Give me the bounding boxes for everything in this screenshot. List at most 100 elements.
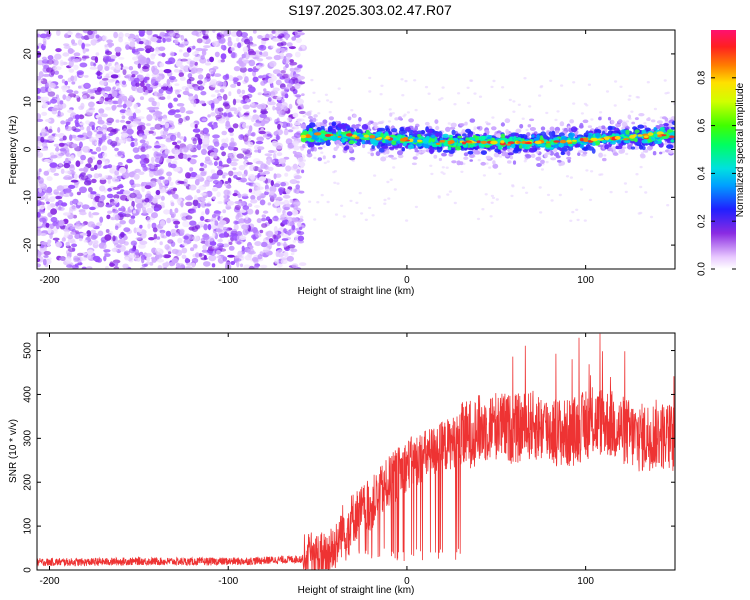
- noise-speckle: [549, 79, 553, 83]
- signal-ridge-blob: [526, 132, 531, 137]
- noise-speckle: [166, 157, 172, 164]
- noise-speckle: [269, 60, 277, 68]
- noise-speckle: [125, 44, 130, 50]
- noise-speckle: [241, 53, 247, 59]
- noise-speckle: [62, 52, 70, 57]
- noise-speckle: [152, 115, 157, 120]
- noise-speckle: [80, 175, 89, 181]
- noise-speckle: [118, 36, 123, 43]
- noise-speckle: [289, 67, 295, 72]
- noise-speckle: [118, 57, 125, 60]
- noise-speckle: [575, 208, 579, 211]
- signal-ridge-blob: [411, 162, 417, 166]
- noise-speckle: [510, 194, 514, 198]
- noise-speckle: [154, 157, 163, 164]
- noise-speckle: [49, 152, 55, 156]
- noise-speckle: [66, 141, 72, 145]
- signal-ridge-blob: [670, 139, 675, 143]
- noise-speckle: [192, 243, 198, 249]
- noise-speckle: [242, 123, 247, 129]
- noise-speckle: [625, 120, 630, 123]
- noise-speckle: [148, 130, 154, 134]
- noise-speckle: [124, 164, 128, 170]
- noise-speckle: [237, 200, 246, 207]
- noise-speckle: [285, 188, 291, 195]
- noise-speckle: [163, 209, 170, 215]
- signal-ridge-blob: [653, 126, 657, 131]
- noise-speckle: [57, 206, 65, 211]
- signal-ridge-blob: [554, 126, 561, 132]
- noise-speckle: [195, 174, 203, 179]
- noise-speckle: [368, 206, 372, 210]
- noise-speckle: [110, 74, 119, 79]
- noise-speckle: [360, 212, 364, 215]
- noise-speckle: [326, 99, 330, 102]
- noise-speckle: [215, 80, 223, 87]
- signal-ridge-blob: [480, 161, 487, 166]
- noise-speckle: [37, 263, 41, 268]
- noise-speckle: [320, 151, 324, 154]
- noise-speckle: [265, 188, 270, 192]
- signal-ridge-blob: [621, 121, 628, 127]
- noise-speckle: [299, 226, 303, 230]
- noise-speckle: [128, 248, 136, 254]
- noise-speckle: [440, 97, 444, 100]
- signal-ridge-blob: [505, 129, 509, 134]
- noise-speckle: [263, 52, 268, 57]
- noise-speckle: [302, 115, 306, 118]
- signal-ridge-blob: [659, 151, 663, 155]
- noise-speckle: [76, 70, 85, 76]
- noise-speckle: [121, 132, 129, 138]
- noise-speckle: [156, 101, 161, 108]
- noise-speckle: [95, 34, 100, 39]
- noise-speckle: [251, 131, 256, 137]
- noise-speckle: [160, 231, 165, 239]
- noise-speckle: [171, 248, 179, 254]
- noise-speckle: [391, 112, 395, 115]
- noise-speckle: [145, 145, 152, 149]
- noise-speckle: [131, 170, 137, 175]
- noise-speckle: [242, 205, 250, 211]
- noise-speckle: [134, 154, 141, 160]
- noise-speckle: [101, 157, 106, 162]
- noise-speckle: [246, 162, 253, 165]
- noise-speckle: [285, 53, 293, 58]
- noise-speckle: [194, 124, 198, 129]
- noise-speckle: [146, 216, 152, 223]
- signal-ridge-blob: [618, 119, 623, 124]
- noise-speckle: [160, 120, 165, 125]
- noise-speckle: [226, 157, 232, 164]
- noise-speckle: [159, 62, 165, 68]
- noise-speckle: [272, 38, 280, 42]
- noise-speckle: [297, 64, 303, 69]
- noise-speckle: [241, 193, 248, 197]
- noise-speckle: [235, 177, 242, 181]
- signal-ridge-blob: [514, 132, 519, 137]
- noise-speckle: [183, 183, 189, 187]
- noise-speckle: [283, 228, 287, 234]
- noise-speckle: [250, 101, 255, 106]
- noise-speckle: [267, 77, 274, 84]
- noise-speckle: [43, 133, 48, 137]
- signal-ridge-blob: [613, 127, 620, 132]
- signal-ridge-blob: [338, 124, 345, 129]
- noise-speckle: [565, 175, 570, 178]
- signal-ridge-blob: [502, 147, 507, 151]
- noise-speckle: [88, 187, 93, 193]
- noise-speckle: [200, 201, 207, 208]
- noise-speckle: [113, 31, 118, 39]
- noise-speckle: [37, 113, 42, 120]
- noise-speckle: [110, 140, 118, 147]
- noise-speckle: [68, 226, 76, 232]
- noise-speckle: [117, 151, 122, 156]
- signal-ridge-blob: [465, 128, 472, 133]
- noise-speckle: [639, 211, 643, 215]
- noise-speckle: [296, 98, 304, 105]
- noise-speckle: [212, 98, 220, 104]
- noise-speckle: [160, 195, 165, 201]
- noise-speckle: [67, 58, 72, 62]
- noise-speckle: [292, 78, 299, 84]
- noise-speckle: [125, 120, 132, 125]
- noise-speckle: [182, 220, 190, 228]
- signal-ridge-blob: [535, 150, 540, 154]
